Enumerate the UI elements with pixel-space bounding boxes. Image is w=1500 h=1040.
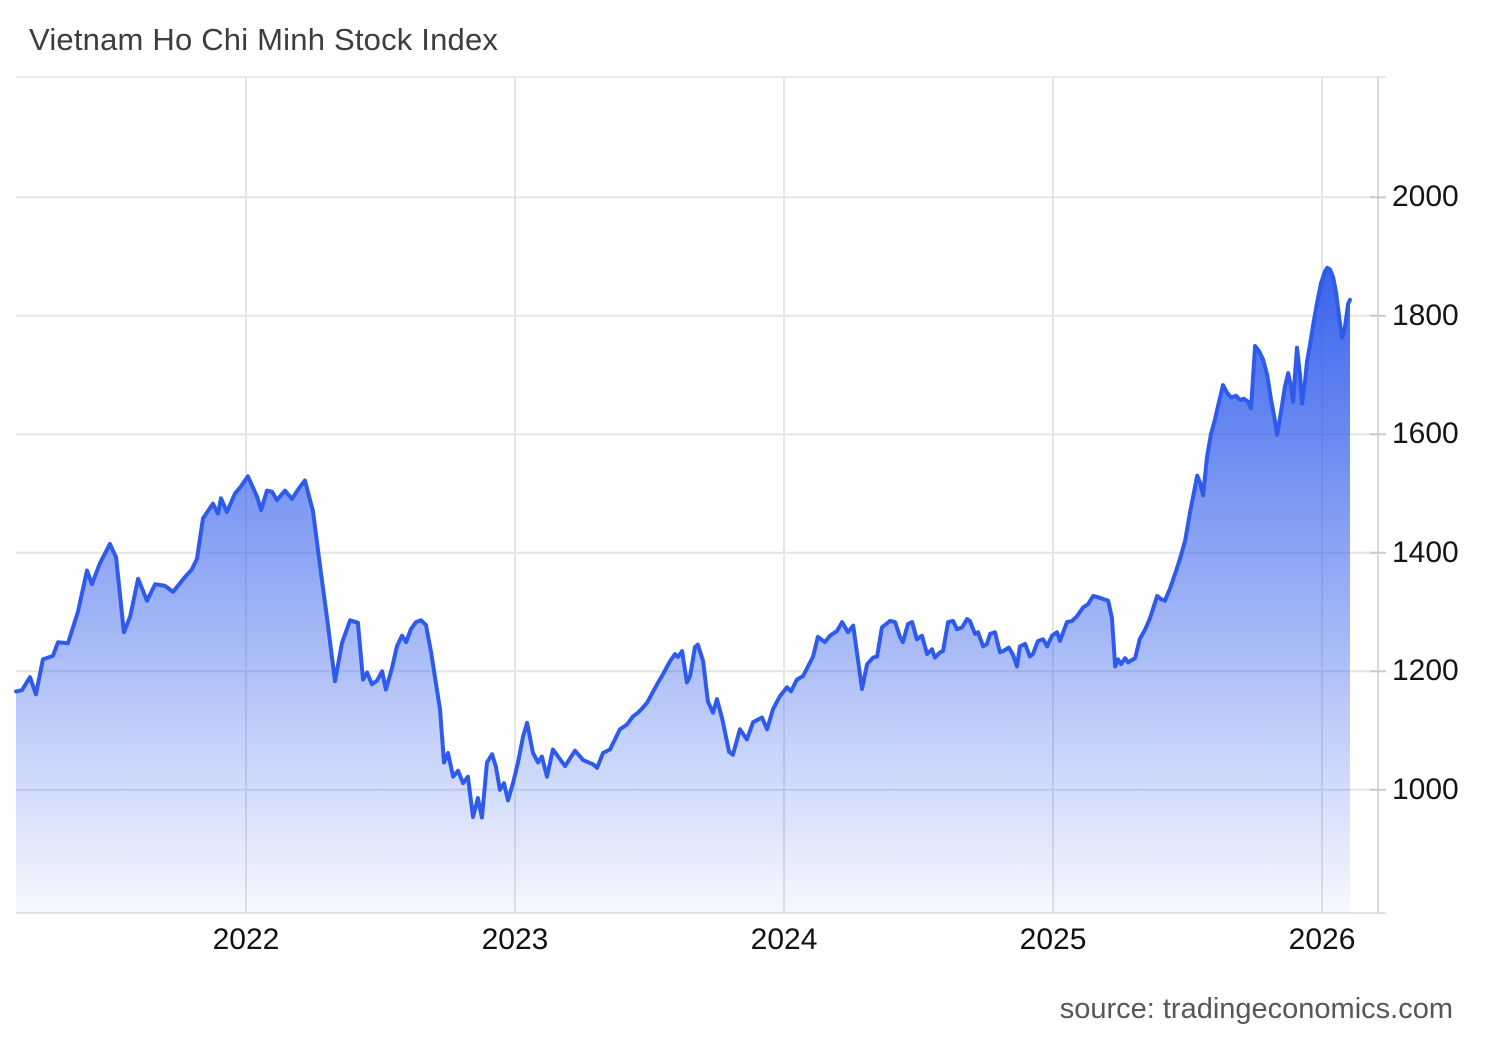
x-axis-label: 2022 (212, 923, 280, 956)
y-axis-label: 1400 (1392, 535, 1459, 569)
x-axis-label: 2023 (481, 923, 549, 956)
y-axis-label: 1600 (1392, 417, 1459, 451)
y-axis-label: 2000 (1392, 180, 1459, 214)
x-axis-label: 2026 (1288, 923, 1356, 956)
source-attribution: source: tradingeconomics.com (1059, 993, 1453, 1025)
x-axis-label: 2024 (750, 923, 818, 956)
chart-title: Vietnam Ho Chi Minh Stock Index (29, 22, 499, 57)
y-axis-label: 1000 (1392, 772, 1459, 806)
price-line (14, 265, 1352, 820)
y-axis-label: 1800 (1392, 298, 1459, 332)
x-axis-label: 2025 (1019, 923, 1087, 956)
y-axis-label: 1200 (1392, 654, 1459, 688)
price-area-fill (16, 267, 1350, 913)
